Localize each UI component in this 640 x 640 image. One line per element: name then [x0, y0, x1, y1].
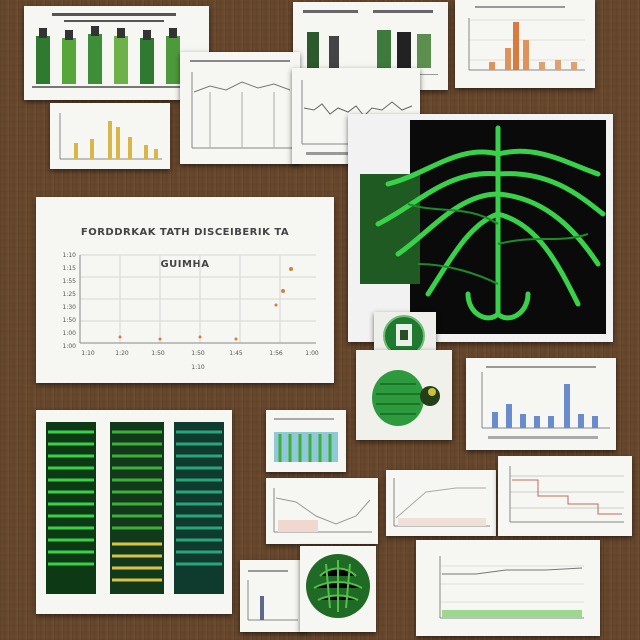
y-tick: 1:50 — [63, 317, 77, 324]
x-tick: 1:56 — [269, 350, 283, 357]
main-chart-plot: 1:10 1:15 1:55 1:25 1:30 1:50 1:00 1:00 … — [63, 252, 319, 371]
x-tick: 1:50 — [191, 350, 205, 357]
y-tick: 1:15 — [63, 265, 77, 272]
line-chart-sheet-left — [180, 52, 300, 164]
reagent-sheet — [293, 2, 448, 90]
area-line-sheet-2 — [386, 470, 496, 536]
skeleton-photo-card — [348, 114, 613, 342]
area-line-chart-1 — [273, 488, 372, 533]
y-tick: 1:25 — [63, 291, 77, 298]
data-point — [234, 337, 238, 341]
bottle-illustration — [32, 13, 192, 88]
blue-bar-chart-sheet — [466, 358, 616, 450]
bottle-chart-sheet — [24, 6, 209, 100]
data-point — [289, 267, 293, 271]
data-point — [198, 335, 202, 339]
y-tick: 1:55 — [63, 278, 77, 285]
x-tick: 1:20 — [115, 350, 129, 357]
x-tick: 1:45 — [229, 350, 243, 357]
data-point — [281, 289, 285, 293]
main-chart-title: FORDDRKAK TATH DISCEIBERIK TA GUIMHA — [36, 209, 334, 273]
yellow-bar-chart — [59, 113, 162, 160]
bottom-line-chart — [439, 556, 584, 619]
area-line-sheet-1 — [266, 478, 378, 544]
small-note-sheet — [240, 560, 306, 632]
sample-tubes-image — [46, 422, 224, 594]
main-chart-sheet: FORDDRKAK TATH DISCEIBERIK TA GUIMHA — [36, 197, 334, 383]
y-tick: 1:10 — [63, 252, 77, 259]
data-point — [274, 303, 278, 307]
petri-dish-image — [383, 315, 425, 357]
yellow-bar-chart-sheet — [50, 103, 170, 169]
main-chart-title-line1: FORDDRKAK TATH DISCEIBERIK TA — [80, 227, 290, 238]
x-tick: 1:50 — [151, 350, 165, 357]
x-axis-caption: 1:10 — [191, 364, 205, 371]
green-dish-image — [306, 554, 370, 618]
stripe-bar-chart — [274, 418, 338, 462]
small-note-chart — [247, 570, 298, 621]
orange-bar-chart-sheet — [455, 0, 595, 88]
step-line-sheet — [498, 456, 632, 536]
blue-bar-chart — [481, 366, 610, 439]
data-point — [158, 337, 162, 341]
stripe-bar-sheet — [266, 410, 346, 472]
main-chart-title-line2: GUIMHA — [160, 259, 210, 270]
orange-bar-chart — [468, 6, 585, 71]
line-chart-left — [190, 60, 292, 149]
y-tick: 1:00 — [63, 330, 77, 337]
y-tick: 1:00 — [63, 343, 77, 350]
bottom-line-sheet — [416, 540, 600, 636]
reagent-illustration — [303, 10, 438, 75]
x-tick: 1:10 — [81, 350, 95, 357]
data-point — [118, 335, 122, 339]
x-tick: 1:00 — [305, 350, 319, 357]
green-dish-sheet — [300, 546, 376, 632]
specimen-card — [356, 350, 452, 440]
area-line-chart-2 — [393, 478, 490, 527]
y-tick: 1:30 — [63, 304, 77, 311]
green-skeleton-image — [360, 120, 606, 334]
step-line-chart — [509, 466, 624, 523]
specimen-image — [372, 370, 440, 426]
sample-tubes-sheet — [36, 410, 232, 614]
